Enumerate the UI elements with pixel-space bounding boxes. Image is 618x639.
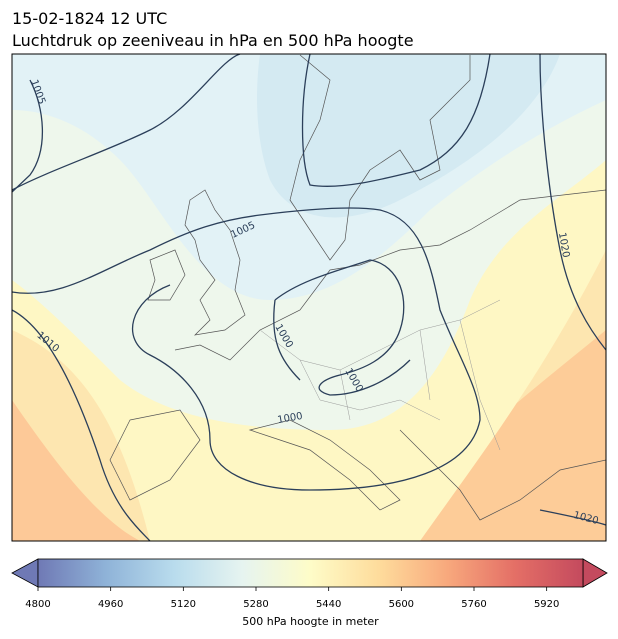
colorbar-tick-label: 5280: [243, 599, 268, 610]
colorbar: 4800 4960 5120 5280 5440 5600 5760 5920 500 hPa …: [11, 558, 608, 628]
isobar: [12, 54, 241, 191]
colorbar-tick-label: 5760: [461, 599, 486, 610]
coast-iberia: [109, 409, 201, 501]
field-orange-sw: [12, 400, 140, 541]
colorbar-tick-label: 5440: [316, 599, 341, 610]
colorbar-tick-label: 5120: [171, 599, 196, 610]
coast-balkan: [399, 429, 606, 521]
subtitle: Luchtdruk op zeeniveau in hPa en 500 hPa…: [12, 31, 414, 50]
isobar: [12, 309, 151, 541]
coast-britain: [184, 189, 246, 336]
isobar: [273, 299, 301, 381]
colorbar-tick-label: 5600: [389, 599, 414, 610]
colorbar-body: [37, 558, 584, 588]
colorbar-tick-label: 4960: [98, 599, 123, 610]
coast-italy: [248, 419, 401, 511]
isobar: [539, 54, 606, 351]
colorbar-tick-label: 5920: [534, 599, 559, 610]
isobar-label: 1020: [556, 232, 571, 259]
field-blue: [257, 54, 560, 218]
colorbar-extend-high: [582, 558, 608, 588]
title: 15-02-1824 12 UTC: [12, 9, 167, 28]
map: 1005 1005 1010 1000 1000 1000 1020 1020: [12, 54, 606, 541]
isobar: [12, 207, 481, 491]
isobar: [539, 509, 606, 526]
isobar: [12, 79, 44, 193]
colorbar-label: 500 hPa hoogte in meter: [242, 615, 379, 628]
coast-ireland: [147, 249, 186, 301]
isobar-label: 1000: [277, 411, 304, 426]
map-frame: [11, 53, 607, 542]
coast-scandinavia: [289, 54, 471, 261]
borders: [259, 299, 501, 451]
colorbar-tick-label: 4800: [25, 599, 50, 610]
isobar: [301, 54, 491, 187]
colorbar-extend-low: [11, 558, 39, 588]
isobar: [274, 259, 411, 396]
